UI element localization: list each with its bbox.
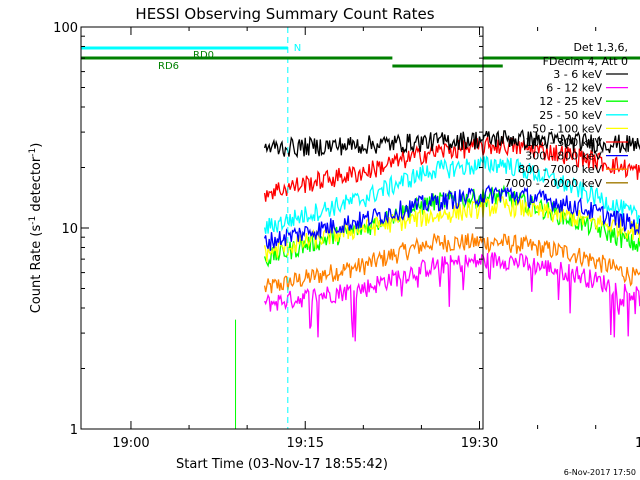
legend-header: Det 1,3,6, — [573, 41, 628, 54]
series-100-300-kev-seg0 — [263, 134, 640, 202]
legend-entry: 50 - 100 keV — [532, 122, 602, 135]
chart-title: HESSI Observing Summary Count Rates — [135, 5, 434, 23]
legend-entry: 25 - 50 keV — [539, 109, 602, 122]
rd0-label: RD0 — [193, 50, 214, 61]
series-6-12-kev-seg0 — [264, 252, 640, 342]
x-tick-label: 19:30 — [461, 436, 498, 451]
legend-entry: 6 - 12 keV — [546, 82, 602, 95]
y-tick-label: 100 — [53, 21, 78, 36]
x-axis-label: Start Time (03-Nov-17 18:55:42) — [176, 457, 388, 472]
legend-entry: 7000 - 20000 keV — [504, 177, 602, 190]
timestamp: 6-Nov-2017 17:50 — [564, 468, 636, 477]
legend-entry: 300 - 800 keV — [525, 150, 602, 163]
series-3-6-kev-seg0 — [263, 129, 640, 159]
legend-entry: 800 - 7000 keV — [518, 163, 602, 176]
y-axis-label: Count Rate (s-1 detector-1) — [28, 143, 44, 314]
legend-entry: 100 - 300 keV — [525, 136, 602, 149]
legend-entry: 12 - 25 keV — [539, 95, 602, 108]
legend-header: FDecim 4, Att 0 — [543, 55, 628, 68]
x-tick-label: 19:00 — [112, 436, 149, 451]
series-300-800-kev-seg0 — [263, 184, 640, 251]
series-25-50-kev-seg0 — [263, 155, 640, 234]
rd6-label: RD6 — [158, 61, 179, 72]
x-tick-label: 19:45 — [635, 436, 640, 451]
series-50-100-kev-seg0 — [263, 196, 640, 262]
y-axis: 1 10 100 — [53, 21, 483, 438]
x-tick-label: 19:15 — [287, 436, 324, 451]
legend-entry: 3 - 6 keV — [553, 68, 602, 81]
series-800-7000-kev-seg0 — [263, 233, 640, 294]
y-tick-label: 1 — [70, 423, 78, 438]
y-tick-label: 10 — [61, 222, 78, 237]
night-label: N — [294, 43, 301, 54]
